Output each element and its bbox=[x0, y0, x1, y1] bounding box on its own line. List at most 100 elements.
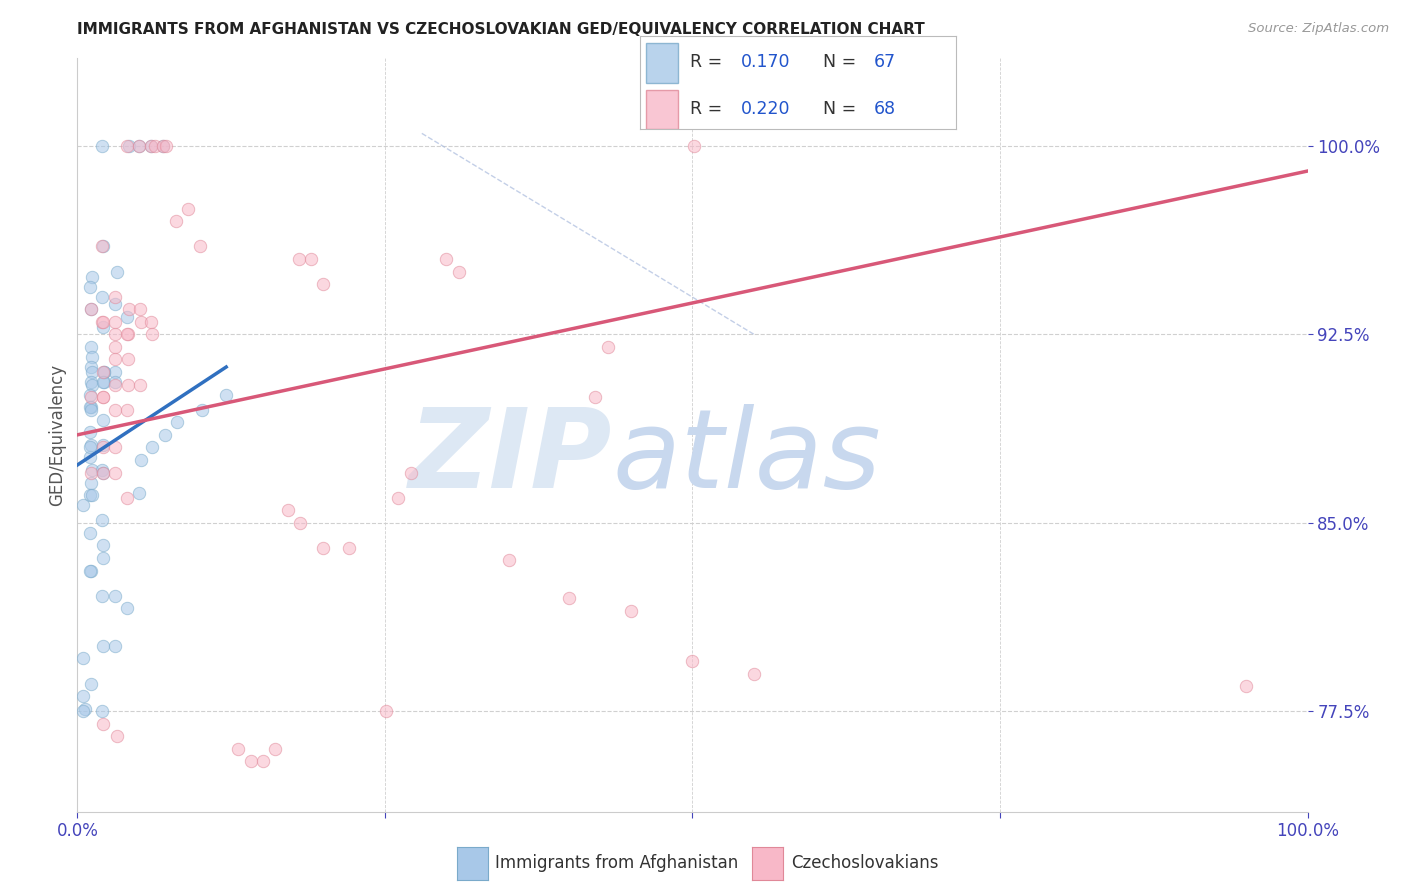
Point bbox=[82, 488, 104, 502]
Point bbox=[128, 139, 150, 153]
Bar bbox=[647, 43, 678, 83]
Point bbox=[165, 214, 187, 228]
Point bbox=[91, 390, 114, 404]
Text: Immigrants from Afghanistan: Immigrants from Afghanistan bbox=[495, 855, 738, 872]
Point bbox=[90, 513, 114, 527]
Point bbox=[152, 139, 174, 153]
Point bbox=[153, 427, 176, 442]
Point bbox=[90, 704, 114, 718]
Point bbox=[141, 315, 163, 329]
Point bbox=[104, 365, 127, 379]
Point bbox=[79, 387, 101, 401]
Point bbox=[91, 438, 114, 452]
Point bbox=[80, 359, 103, 374]
Point bbox=[90, 139, 114, 153]
Text: 0.170: 0.170 bbox=[741, 53, 790, 70]
Text: N =: N = bbox=[824, 100, 862, 118]
Point bbox=[583, 390, 606, 404]
Point bbox=[91, 639, 114, 653]
Point bbox=[93, 365, 115, 379]
Point bbox=[288, 252, 311, 266]
Point bbox=[80, 390, 103, 404]
Point bbox=[118, 302, 141, 317]
Point bbox=[387, 491, 409, 505]
Point bbox=[80, 564, 103, 578]
Point bbox=[141, 139, 163, 153]
Point bbox=[80, 340, 103, 354]
Point bbox=[72, 498, 94, 512]
Point bbox=[436, 252, 458, 266]
Point bbox=[80, 438, 103, 452]
Point bbox=[215, 387, 238, 401]
Point bbox=[143, 139, 166, 153]
Text: 67: 67 bbox=[875, 53, 896, 70]
Point bbox=[742, 666, 765, 681]
Point bbox=[498, 553, 520, 567]
Point bbox=[91, 315, 114, 329]
Point bbox=[93, 375, 115, 389]
Point bbox=[91, 375, 114, 389]
Point bbox=[166, 415, 188, 429]
Point bbox=[82, 463, 104, 477]
Point bbox=[190, 402, 212, 417]
Point bbox=[447, 264, 470, 278]
Point bbox=[252, 755, 274, 769]
Bar bbox=[647, 90, 678, 129]
Point bbox=[141, 139, 163, 153]
Point bbox=[115, 402, 138, 417]
Point bbox=[79, 564, 101, 578]
Point bbox=[104, 290, 127, 304]
Point bbox=[82, 350, 104, 364]
Point bbox=[115, 327, 138, 342]
Point bbox=[79, 488, 101, 502]
Point bbox=[239, 755, 262, 769]
Text: atlas: atlas bbox=[613, 404, 882, 511]
Point bbox=[72, 651, 94, 665]
Point bbox=[299, 252, 322, 266]
Text: ZIP: ZIP bbox=[409, 404, 613, 511]
Point bbox=[558, 591, 581, 606]
Point bbox=[91, 551, 114, 566]
Point bbox=[104, 639, 127, 653]
Point bbox=[104, 466, 127, 480]
Point bbox=[188, 239, 212, 253]
Point bbox=[104, 375, 127, 389]
Point bbox=[104, 340, 127, 354]
Point bbox=[79, 279, 101, 293]
Point bbox=[288, 516, 311, 530]
Point bbox=[312, 541, 335, 555]
Point bbox=[104, 297, 127, 311]
Point bbox=[620, 604, 643, 618]
Point bbox=[1234, 679, 1257, 693]
Point bbox=[73, 702, 96, 716]
Point bbox=[80, 401, 103, 415]
Text: Source: ZipAtlas.com: Source: ZipAtlas.com bbox=[1249, 22, 1389, 36]
Point bbox=[596, 340, 619, 354]
Point bbox=[91, 239, 114, 253]
Point bbox=[117, 352, 139, 367]
Point bbox=[91, 466, 114, 480]
Point bbox=[80, 676, 103, 690]
Point bbox=[91, 441, 114, 455]
Point bbox=[90, 315, 114, 329]
Point bbox=[682, 654, 704, 668]
Point bbox=[177, 202, 200, 216]
Point bbox=[91, 538, 114, 552]
Point bbox=[82, 377, 104, 392]
Point bbox=[152, 139, 174, 153]
Point bbox=[105, 264, 128, 278]
Text: N =: N = bbox=[824, 53, 862, 70]
Point bbox=[104, 377, 127, 392]
Point bbox=[141, 441, 163, 455]
Point bbox=[90, 290, 114, 304]
Text: R =: R = bbox=[690, 53, 728, 70]
Point bbox=[682, 139, 704, 153]
Point bbox=[128, 485, 150, 500]
Point bbox=[79, 450, 101, 465]
Point bbox=[141, 327, 163, 342]
Point bbox=[128, 139, 150, 153]
Point bbox=[90, 239, 114, 253]
Point bbox=[93, 365, 115, 379]
Point bbox=[277, 503, 299, 517]
Text: Czechoslovakians: Czechoslovakians bbox=[792, 855, 939, 872]
